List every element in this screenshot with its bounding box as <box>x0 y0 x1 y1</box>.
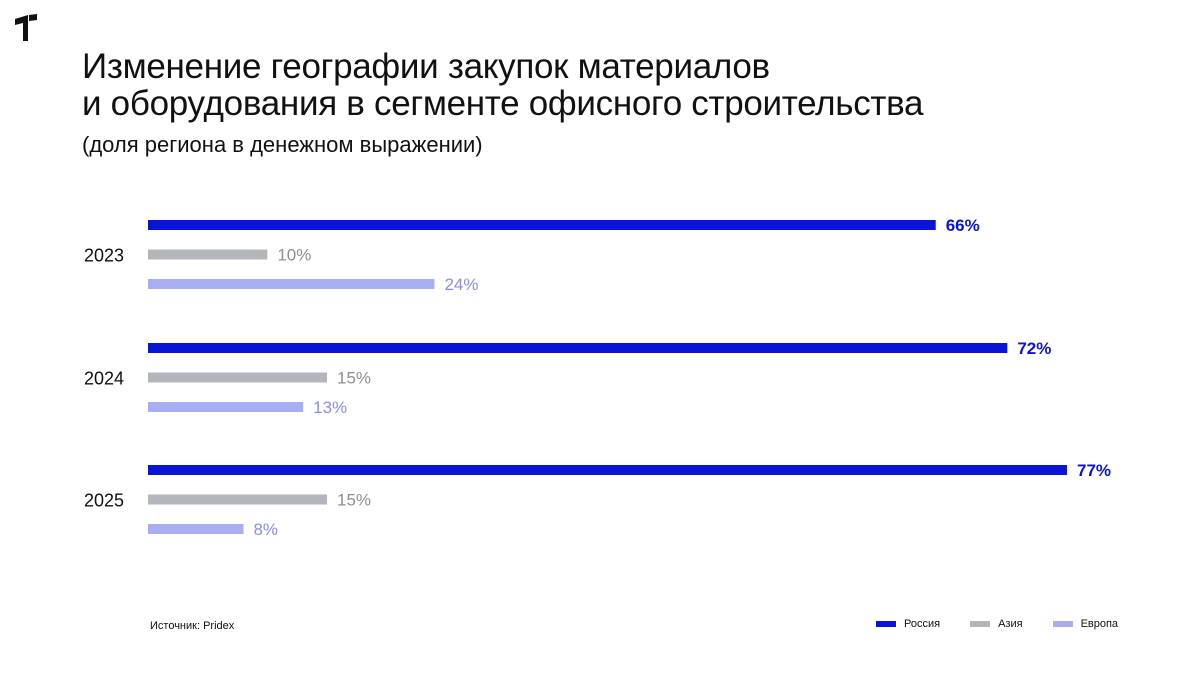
data-label-2024-russia: 72% <box>1017 339 1051 358</box>
data-label-2025-europe: 8% <box>253 520 278 539</box>
data-label-2023-asia: 10% <box>277 246 311 265</box>
legend-label-europe: Европа <box>1080 618 1119 630</box>
chart-title-line-1: Изменение географии закупок материалов <box>82 47 770 86</box>
category-label-2025: 2025 <box>84 491 124 511</box>
category-label-2024: 2024 <box>84 369 124 389</box>
chart-title: Изменение географии закупок материалов и… <box>82 47 924 123</box>
chart-title-line-2: и оборудования в сегменте офисного строи… <box>82 84 924 123</box>
legend-item-europe: Европа <box>1052 618 1119 630</box>
data-label-2023-europe: 24% <box>444 275 478 294</box>
bar-2024-europe <box>148 402 304 412</box>
source-note: Источник: Pridex <box>150 620 235 632</box>
bar-2025-europe <box>148 524 244 534</box>
bar-2024-russia <box>148 343 1008 353</box>
legend-swatch-asia <box>970 621 991 627</box>
bar-2023-russia <box>148 220 936 230</box>
legend-label-russia: Россия <box>904 618 941 630</box>
category-label-2023: 2023 <box>84 246 124 266</box>
bar-2023-europe <box>148 279 435 289</box>
legend-swatch-russia <box>876 621 896 627</box>
legend-item-russia: Россия <box>876 618 940 630</box>
legend-label-asia: Азия <box>998 618 1023 630</box>
data-label-2023-russia: 66% <box>946 216 980 235</box>
legend-swatch-europe <box>1052 621 1073 627</box>
chart-subtitle: (доля региона в денежном выражении) <box>82 132 483 157</box>
legend-item-asia: Азия <box>970 618 1023 630</box>
data-label-2024-europe: 13% <box>313 398 347 417</box>
bar-2024-asia <box>148 372 328 383</box>
data-label-2025-asia: 15% <box>337 491 371 510</box>
bar-2023-asia <box>148 249 268 260</box>
data-label-2024-asia: 15% <box>337 369 371 388</box>
data-label-2025-russia: 77% <box>1077 461 1111 480</box>
chart-legend: Россия Азия Европа <box>876 618 1118 630</box>
bar-2025-russia <box>148 465 1067 475</box>
brand-logo-icon <box>15 14 37 41</box>
bar-2025-asia <box>148 494 328 505</box>
